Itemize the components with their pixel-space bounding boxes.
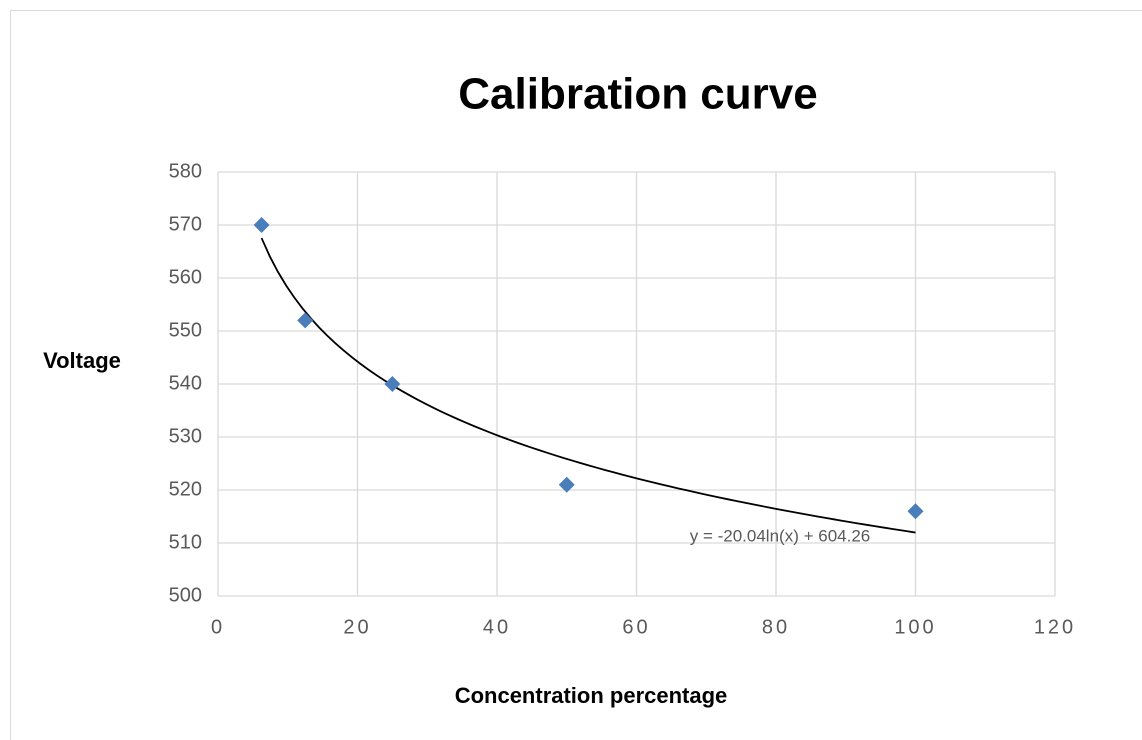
chart-title: Calibration curve xyxy=(458,70,817,119)
x-tick-label: 20 xyxy=(343,616,371,638)
y-tick-label: 510 xyxy=(169,531,202,553)
data-point xyxy=(297,312,314,329)
y-tick-label: 520 xyxy=(169,478,202,500)
y-tick-label: 500 xyxy=(169,584,202,606)
data-point xyxy=(253,217,270,233)
y-tick-label: 580 xyxy=(169,160,202,182)
y-tick-label: 540 xyxy=(169,372,202,394)
y-tick-label: 550 xyxy=(169,319,202,341)
data-point xyxy=(384,376,401,392)
data-point xyxy=(907,503,924,520)
x-tick-label: 60 xyxy=(622,616,650,638)
x-tick-label: 0 xyxy=(211,616,225,638)
x-tick-label: 120 xyxy=(1034,616,1076,638)
y-tick-label: 560 xyxy=(169,266,202,288)
y-tick-label: 530 xyxy=(169,425,202,447)
chart-frame xyxy=(10,10,1142,740)
x-tick-label: 100 xyxy=(894,616,936,638)
trendline xyxy=(260,237,916,534)
trendline-label: y = -20.04ln(x) + 604.26 xyxy=(690,526,871,545)
x-tick-label: 40 xyxy=(483,616,511,638)
y-axis-label: Voltage xyxy=(43,348,121,373)
x-tick-label: 80 xyxy=(762,616,790,638)
x-axis-label: Concentration percentage xyxy=(455,683,728,708)
y-tick-label: 570 xyxy=(169,213,202,235)
data-point xyxy=(558,476,575,493)
